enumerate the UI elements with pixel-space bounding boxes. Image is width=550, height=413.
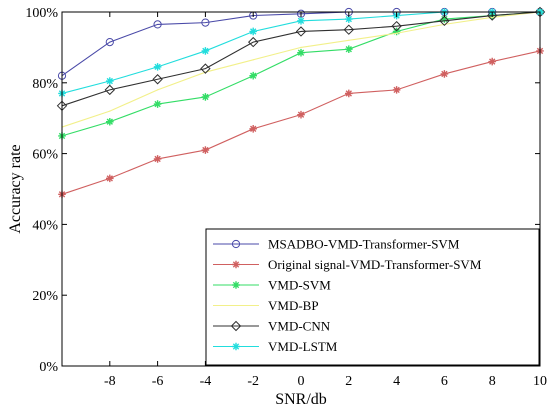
legend-box xyxy=(205,228,540,366)
data-point xyxy=(392,27,401,36)
data-point xyxy=(152,74,163,85)
legend: MSADBO-VMD-Transformer-SVM Original signa… xyxy=(205,228,540,366)
data-point xyxy=(106,117,114,126)
data-point xyxy=(440,15,449,23)
legend-label: VMD-LSTM xyxy=(268,339,338,354)
data-point xyxy=(201,47,210,55)
data-point xyxy=(157,89,159,91)
data-point xyxy=(391,20,402,32)
series-1 xyxy=(58,47,544,199)
series-line xyxy=(61,50,541,195)
data-point xyxy=(300,46,302,49)
x-axis-title: SNR/db xyxy=(275,391,327,408)
x-tick-label: 10 xyxy=(533,374,547,389)
legend-label: VMD-SVM xyxy=(268,278,331,293)
legend-entry: MSADBO-VMD-Transformer-SVM xyxy=(213,237,460,252)
data-point xyxy=(343,24,355,35)
legend-marker xyxy=(232,260,240,269)
data-point xyxy=(153,155,162,163)
data-point xyxy=(392,86,401,94)
x-tick-label: -6 xyxy=(152,374,164,389)
data-point xyxy=(348,39,350,41)
data-point xyxy=(439,15,450,27)
y-tick-label: 0% xyxy=(39,360,58,375)
data-point xyxy=(247,36,259,48)
legend-label: VMD-BP xyxy=(268,298,319,313)
legend-entry: VMD-LSTM xyxy=(213,339,338,354)
legend-marker xyxy=(232,281,240,289)
data-point xyxy=(345,15,353,23)
data-point xyxy=(201,146,210,154)
x-tick-label: 8 xyxy=(489,374,496,389)
y-axis-title: Accuracy rate xyxy=(7,144,24,233)
data-point xyxy=(440,70,449,78)
y-tick-label: 40% xyxy=(32,218,58,233)
x-tick-label: 0 xyxy=(298,374,305,389)
series-line xyxy=(61,11,541,128)
data-point xyxy=(104,84,116,96)
legend-marker xyxy=(230,320,242,332)
data-point xyxy=(201,18,210,27)
series-line xyxy=(61,11,541,107)
legend-label: Original signal-VMD-Transformer-SVM xyxy=(268,257,482,272)
x-tick-label: 6 xyxy=(441,374,448,389)
data-point xyxy=(297,17,305,25)
series-layer xyxy=(56,6,546,199)
data-point xyxy=(153,100,162,108)
data-point xyxy=(106,174,114,183)
data-point xyxy=(153,63,162,71)
data-point xyxy=(491,16,493,18)
x-tick-label: -2 xyxy=(247,374,259,389)
legend-marker xyxy=(231,239,241,249)
legend-entry: VMD-CNN xyxy=(213,319,331,334)
data-point xyxy=(396,32,398,34)
x-tick-label: 4 xyxy=(393,374,400,389)
data-point xyxy=(249,27,257,36)
y-tick-label: 60% xyxy=(32,148,58,163)
data-point xyxy=(249,71,257,80)
data-point xyxy=(109,110,111,112)
data-point xyxy=(297,48,305,57)
y-tick-label: 80% xyxy=(32,77,58,92)
data-point xyxy=(252,59,254,61)
data-point xyxy=(295,26,307,37)
data-point xyxy=(153,20,162,29)
data-point xyxy=(249,125,257,133)
legend-entry: Original signal-VMD-Transformer-SVM xyxy=(213,257,482,272)
legend-label: VMD-CNN xyxy=(268,319,331,334)
data-point xyxy=(106,77,114,85)
legend-entry: VMD-BP xyxy=(213,298,319,313)
data-point xyxy=(105,37,114,47)
series-3 xyxy=(61,11,541,128)
x-tick-label: -4 xyxy=(200,374,212,389)
y-tick-label: 100% xyxy=(25,6,58,21)
y-tick-label: 20% xyxy=(32,289,58,304)
series-2 xyxy=(58,8,544,140)
legend-entry: VMD-SVM xyxy=(213,278,331,293)
data-point xyxy=(345,89,353,98)
data-point xyxy=(297,110,305,119)
ticks-layer: -8 -6 -4 -2 0 2 4 6 8 100%20%40%60%80%100% xyxy=(25,6,547,389)
x-tick-label: -8 xyxy=(104,374,116,389)
data-point xyxy=(201,93,210,101)
data-point xyxy=(488,57,496,66)
x-tick-label: 2 xyxy=(345,374,352,389)
data-point xyxy=(200,63,211,74)
data-point xyxy=(345,45,353,53)
legend-marker xyxy=(232,342,240,351)
legend-label: MSADBO-VMD-Transformer-SVM xyxy=(268,237,460,252)
